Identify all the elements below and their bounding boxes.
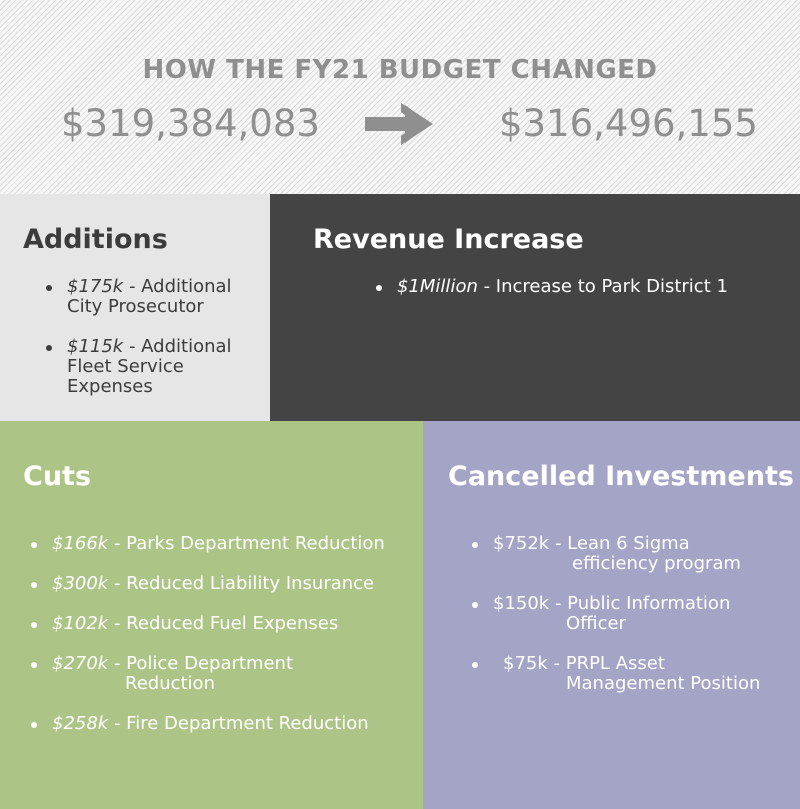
list-item: $258k - Fire Department Reduction: [31, 713, 369, 734]
item-amount: $300k: [52, 573, 109, 594]
revenue-panel: Revenue Increase $1Million - Increase to…: [270, 194, 800, 421]
list-item: $75k - PRPL Asset Management Position: [472, 653, 761, 694]
bullet-icon: [46, 345, 52, 351]
item-text-continued: Officer: [566, 613, 626, 634]
item-amount: $166k: [52, 533, 109, 554]
list-item: $166k - Parks Department Reduction: [31, 533, 385, 554]
item-amount: $115k: [67, 336, 124, 357]
item-text: $752k - Lean 6 Sigma: [493, 533, 690, 554]
cancelled-title: Cancelled Investments: [448, 461, 794, 492]
item-text: - Reduced Fuel Expenses: [108, 613, 339, 634]
bullet-icon: [472, 602, 478, 608]
additions-title: Additions: [23, 224, 168, 255]
item-amount: $270k: [52, 653, 109, 674]
item-text-continued: Management Position: [566, 673, 761, 694]
list-item: $752k - Lean 6 Sigma efficiency program: [472, 533, 741, 574]
bullet-icon: [31, 722, 37, 728]
header-banner: HOW THE FY21 BUDGET CHANGED $319,384,083…: [0, 0, 800, 194]
old-budget-amount: $319,384,083: [61, 102, 320, 145]
list-item: $1Million - Increase to Park District 1: [376, 276, 728, 297]
item-text: - Increase to Park District 1: [477, 276, 728, 297]
list-item: $102k - Reduced Fuel Expenses: [31, 613, 339, 634]
item-text: - Additional City Prosecutor: [67, 276, 232, 317]
item-text: - Parks Department Reduction: [108, 533, 385, 554]
bullet-icon: [31, 582, 37, 588]
item-text: - Additional Fleet Service Expenses: [67, 336, 232, 397]
bullet-icon: [472, 662, 478, 668]
arrow-right-icon: [365, 103, 433, 145]
list-item: $270k - Police Department Reduction: [31, 653, 294, 694]
bullet-icon: [376, 285, 382, 291]
list-item: $150k - Public Information Officer: [472, 593, 731, 634]
cancelled-investments-panel: Cancelled Investments $752k - Lean 6 Sig…: [423, 421, 800, 809]
bullet-icon: [46, 285, 52, 291]
page-title: HOW THE FY21 BUDGET CHANGED: [142, 55, 658, 85]
revenue-title: Revenue Increase: [313, 224, 584, 255]
item-text: $75k - PRPL Asset: [503, 653, 665, 674]
item-text: - Reduced Liability Insurance: [108, 573, 375, 594]
item-amount: $102k: [52, 613, 109, 634]
item-text: - Fire Department Reduction: [108, 713, 369, 734]
list-item: $300k - Reduced Liability Insurance: [31, 573, 375, 594]
item-amount: $1Million: [397, 276, 478, 297]
item-text-continued: Reduction: [125, 673, 215, 694]
list-item: $115k - Additional Fleet Service Expense…: [46, 336, 252, 397]
cuts-title: Cuts: [23, 461, 92, 492]
bullet-icon: [31, 622, 37, 628]
new-budget-amount: $316,496,155: [499, 102, 758, 145]
item-text: $150k - Public Information: [493, 593, 731, 614]
cuts-panel: Cuts $166k - Parks Department Reduction …: [0, 421, 423, 809]
item-amount: $258k: [52, 713, 109, 734]
item-text-continued: efficiency program: [572, 553, 741, 574]
item-amount: $175k: [67, 276, 124, 297]
list-item: $175k - Additional City Prosecutor: [46, 276, 252, 317]
bullet-icon: [472, 542, 478, 548]
additions-panel: Additions $175k - Additional City Prosec…: [0, 194, 270, 421]
bullet-icon: [31, 542, 37, 548]
item-text: - Police Department: [108, 653, 294, 674]
bullet-icon: [31, 662, 37, 668]
